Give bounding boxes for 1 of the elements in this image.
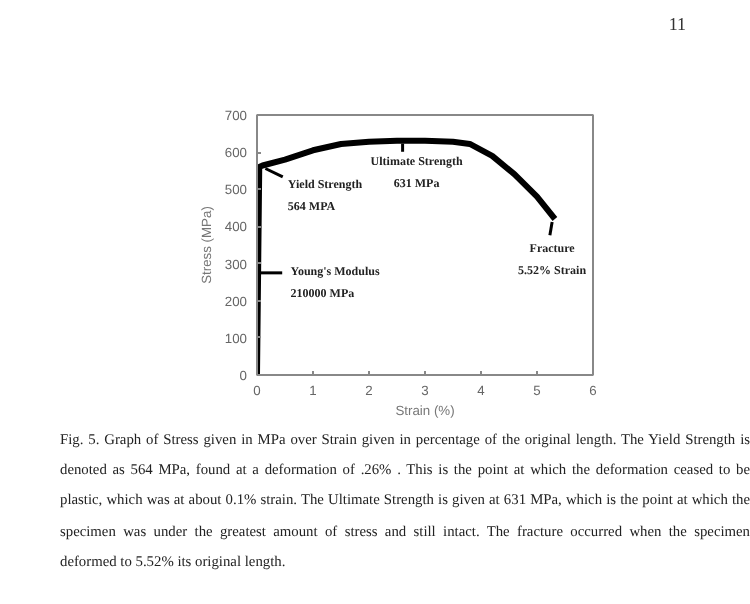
- text: 11: [668, 12, 686, 38]
